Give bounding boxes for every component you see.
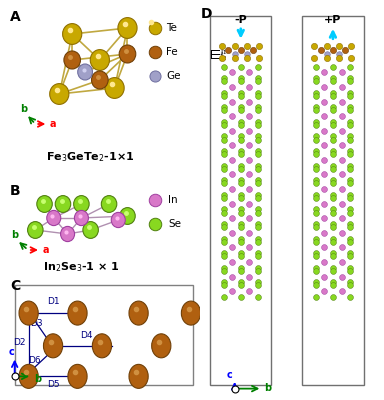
Text: D1: D1 [47, 297, 60, 306]
Circle shape [129, 301, 148, 325]
Circle shape [120, 208, 135, 224]
Text: Se: Se [168, 219, 181, 229]
Text: b: b [12, 230, 18, 240]
Circle shape [28, 222, 43, 238]
Text: c: c [227, 370, 233, 380]
Text: Te: Te [166, 23, 177, 33]
Text: b: b [264, 383, 271, 393]
Circle shape [152, 334, 171, 358]
Circle shape [61, 226, 74, 242]
Text: Fe: Fe [166, 47, 178, 57]
Bar [302, 16, 364, 386]
Circle shape [37, 196, 52, 212]
Text: J$_1$: J$_1$ [220, 44, 227, 58]
Circle shape [64, 51, 81, 69]
Circle shape [74, 196, 89, 212]
Circle shape [119, 45, 136, 63]
Text: D5: D5 [47, 380, 60, 389]
Text: D2: D2 [13, 338, 25, 347]
Circle shape [91, 71, 108, 89]
Circle shape [68, 301, 87, 325]
Text: D: D [201, 7, 212, 21]
Circle shape [129, 364, 148, 388]
Circle shape [47, 210, 61, 226]
Circle shape [118, 18, 137, 38]
Circle shape [19, 301, 38, 325]
Bar [15, 285, 193, 385]
Text: +P: +P [324, 15, 342, 25]
Text: D6: D6 [28, 356, 41, 365]
Text: A: A [10, 10, 20, 24]
Circle shape [63, 24, 82, 44]
Circle shape [19, 364, 38, 388]
Text: B: B [10, 184, 20, 198]
Circle shape [74, 210, 88, 226]
Text: J$_2$: J$_2$ [220, 50, 227, 63]
Text: D3: D3 [30, 319, 43, 328]
Circle shape [43, 334, 63, 358]
Circle shape [83, 222, 98, 238]
Circle shape [111, 212, 125, 228]
Text: Fe$_3$GeTe$_2$-1×1: Fe$_3$GeTe$_2$-1×1 [46, 150, 135, 164]
Circle shape [78, 64, 93, 80]
Text: c: c [8, 346, 14, 356]
Circle shape [90, 50, 109, 70]
Circle shape [50, 84, 69, 104]
Text: Ge: Ge [166, 71, 181, 81]
Circle shape [68, 364, 87, 388]
Text: C: C [10, 279, 21, 293]
Text: a: a [50, 119, 56, 129]
Circle shape [105, 78, 124, 98]
Circle shape [92, 334, 111, 358]
Circle shape [181, 301, 200, 325]
Bar [210, 16, 271, 386]
Circle shape [101, 196, 117, 212]
Text: a: a [43, 245, 49, 255]
Circle shape [55, 196, 71, 212]
Text: In$_2$Se$_3$-1 × 1: In$_2$Se$_3$-1 × 1 [43, 260, 120, 274]
Text: D4: D4 [80, 331, 93, 340]
Text: -P: -P [234, 15, 247, 25]
Text: b: b [21, 104, 28, 114]
Text: b: b [34, 374, 41, 384]
Text: In: In [168, 195, 178, 205]
